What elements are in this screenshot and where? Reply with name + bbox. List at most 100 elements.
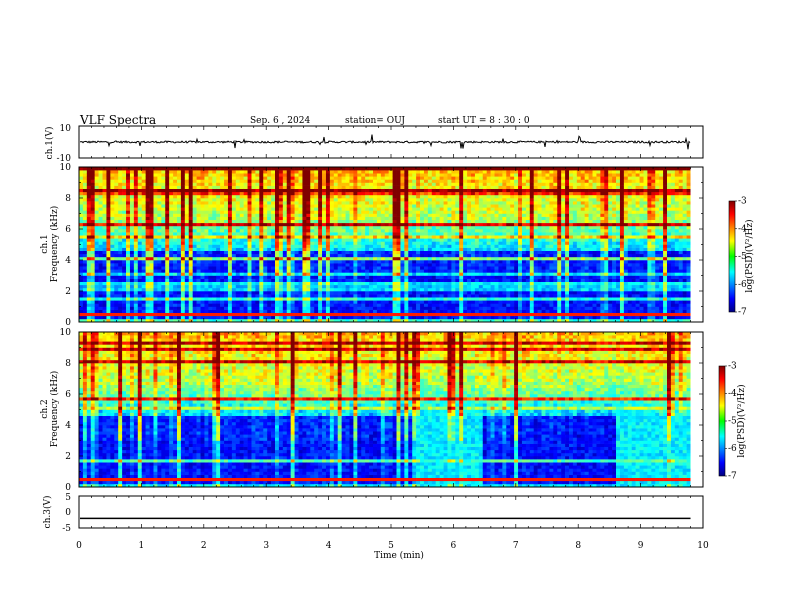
spectrogram-cell — [188, 272, 193, 276]
spectrogram-cell — [443, 238, 448, 242]
spectrogram-cell — [388, 219, 393, 224]
spectrogram-cell — [380, 219, 386, 224]
spectrogram-cell — [431, 173, 437, 177]
spectrogram-cell — [118, 198, 123, 202]
spectrogram-cell — [337, 250, 342, 255]
spectrogram-cell — [184, 238, 190, 242]
spectrogram-cell — [259, 194, 264, 199]
spectrogram-cell — [380, 176, 386, 180]
spectrogram-cell — [224, 303, 229, 307]
spectrogram-cell — [177, 281, 182, 286]
spectrogram-cell — [141, 176, 146, 180]
spectrogram-cell — [243, 250, 248, 255]
spectrogram-cell — [161, 297, 166, 301]
spectrogram-cell — [451, 281, 456, 286]
spectrogram-cell — [365, 173, 370, 177]
spectrogram-cell — [278, 170, 284, 174]
spectrogram-cell — [318, 306, 323, 310]
spectrogram-cell — [110, 198, 115, 202]
spectrogram-cell — [325, 247, 331, 251]
spectrogram-cell — [110, 275, 115, 279]
spectrogram-cell — [255, 185, 260, 189]
spectrogram-cell — [227, 241, 233, 245]
spectrogram-cell — [345, 222, 350, 227]
spectrogram-cell — [208, 297, 213, 301]
spectrogram-cell — [235, 191, 241, 196]
spectrogram-cell — [369, 213, 374, 217]
spectrogram-cell — [169, 176, 174, 180]
spectrogram-cell — [165, 173, 170, 177]
spectrogram-cell — [384, 247, 389, 251]
spectrogram-cell — [82, 250, 88, 255]
spectrogram-cell — [451, 294, 456, 298]
spectrogram-cell — [447, 232, 452, 236]
spectrogram-cell — [212, 312, 217, 317]
spectrogram-cell — [365, 300, 370, 304]
spectrogram-cell — [98, 275, 103, 279]
spectrogram-cell — [161, 204, 166, 208]
spectrogram-cell — [416, 244, 421, 248]
spectrogram-cell — [204, 284, 209, 289]
spectrogram-cell — [322, 167, 327, 171]
spectrogram-cell — [224, 179, 229, 183]
spectrogram-cell — [82, 222, 88, 227]
spectrogram-cell — [90, 219, 95, 224]
spectrogram-cell — [384, 167, 389, 171]
spectrogram-cell — [177, 278, 182, 282]
spectrogram-cell — [298, 303, 303, 307]
spectrogram-cell — [235, 207, 241, 211]
spectrogram-cell — [98, 219, 103, 224]
spectrogram-cell — [243, 238, 248, 242]
spectrogram-cell — [435, 191, 440, 196]
spectrogram-cell — [192, 294, 197, 298]
spectrogram-cell — [361, 179, 366, 183]
spectrogram-cell — [98, 309, 103, 313]
spectrogram-cell — [388, 229, 393, 233]
spectrogram-cell — [329, 191, 335, 196]
spectrogram-cell — [396, 278, 401, 282]
spectrogram-cell — [157, 185, 162, 189]
spectrogram-cell — [204, 179, 209, 183]
spectrogram-cell — [290, 256, 295, 261]
spectrogram-cell — [216, 297, 221, 301]
spectrogram-cell — [318, 263, 323, 267]
spectrogram-cell — [353, 318, 358, 323]
spectrogram-cell — [247, 294, 252, 298]
spectrogram-cell — [294, 185, 299, 189]
spectrogram-cell — [337, 297, 342, 301]
spectrogram-cell — [224, 182, 229, 186]
spectrogram-cell — [94, 306, 99, 310]
spectrogram-cell — [361, 176, 366, 180]
spectrogram-cell — [90, 176, 95, 180]
spectrogram-cell — [216, 173, 221, 177]
spectrogram-cell — [86, 294, 92, 298]
spectrogram-cell — [337, 281, 342, 286]
spectrogram-cell — [122, 235, 127, 239]
spectrogram-cell — [212, 182, 217, 186]
spectrogram-cell — [153, 272, 158, 276]
spectrogram-cell — [376, 266, 382, 270]
spectrogram-cell — [416, 260, 421, 264]
spectrogram-cell — [180, 269, 186, 273]
spectrogram-cell — [267, 278, 272, 282]
spectrogram-cell — [133, 318, 139, 323]
spectrogram-cell — [247, 266, 252, 270]
spectrogram-cell — [290, 238, 295, 242]
spectrogram-cell — [314, 229, 319, 233]
spectrogram-cell — [259, 225, 264, 230]
spectrogram-cell — [431, 284, 437, 289]
spectrogram-cell — [231, 287, 237, 292]
spectrogram-cell — [451, 287, 456, 292]
spectrogram-cell — [259, 170, 264, 174]
spectrogram-cell — [388, 315, 393, 320]
spectrogram-cell — [129, 185, 135, 189]
spectrogram-cell — [271, 300, 276, 304]
spectrogram-cell — [231, 312, 237, 317]
spectrogram-cell — [204, 318, 209, 323]
spectrogram-cell — [263, 222, 268, 227]
spectrogram-cell — [173, 213, 178, 217]
spectrogram-cell — [365, 201, 370, 205]
spectrogram-cell — [177, 210, 182, 214]
spectrogram-cell — [126, 207, 131, 211]
spectrogram-cell — [298, 260, 303, 264]
